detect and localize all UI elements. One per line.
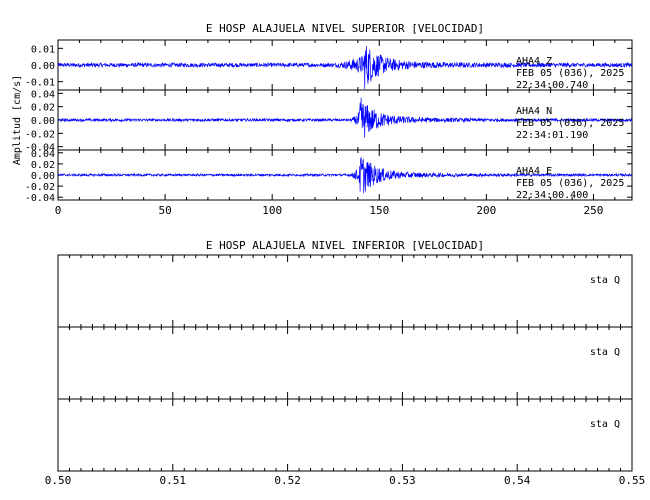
time-label: 22:34:00.740	[516, 80, 588, 91]
waveform-trace	[57, 45, 633, 89]
x-tick-label: 250	[584, 204, 604, 217]
x-tick-label: 0.55	[619, 474, 646, 487]
x-tick-label: 50	[158, 204, 171, 217]
panel-frame	[57, 326, 633, 400]
date-label: FEB 05 (036), 2025	[516, 118, 624, 129]
y-tick-label: 0.02	[31, 160, 55, 171]
top-chart-title: E HOSP ALAJUELA NIVEL SUPERIOR [VELOCIDA…	[206, 22, 484, 35]
x-tick-label: 0.51	[160, 474, 187, 487]
x-tick-label: 0.52	[274, 474, 301, 487]
x-tick-label: 0.50	[45, 474, 72, 487]
channel-label: AHA4 E	[516, 166, 552, 177]
y-tick-label: -0.02	[25, 182, 55, 193]
station-label: sta Q	[590, 419, 620, 430]
station-label: sta Q	[590, 347, 620, 358]
x-tick-label: 200	[476, 204, 496, 217]
bottom-panel-1: sta Q	[57, 254, 633, 328]
bottom-chart-title: E HOSP ALAJUELA NIVEL INFERIOR [VELOCIDA…	[206, 239, 484, 252]
y-tick-label: -0.01	[25, 78, 55, 89]
y-tick-label: 0.00	[31, 171, 55, 182]
y-tick-label: 0.04	[31, 149, 55, 160]
y-tick-label: -0.02	[25, 129, 55, 140]
waveform-trace	[57, 97, 633, 138]
time-label: 22:34:00.400	[516, 190, 588, 201]
time-label: 22:34:01.190	[516, 130, 588, 141]
x-tick-label: 0	[55, 204, 62, 217]
y-tick-label: 0.04	[31, 89, 55, 100]
y-tick-label: -0.04	[25, 143, 55, 154]
station-label: sta Q	[590, 275, 620, 286]
y-tick-label: -0.04	[25, 193, 55, 204]
y-tick-label: 0.00	[31, 116, 55, 127]
date-label: FEB 05 (036), 2025	[516, 178, 624, 189]
waveform-trace	[57, 157, 633, 194]
bottom-panel-2: sta Q	[57, 326, 633, 400]
x-tick-label: 0.54	[504, 474, 531, 487]
x-tick-label: 100	[262, 204, 282, 217]
bottom-panel-3: sta Q	[57, 398, 633, 472]
y-tick-label: 0.01	[31, 44, 55, 55]
panel-frame	[57, 398, 633, 472]
y-tick-label: 0.02	[31, 103, 55, 114]
x-tick-label: 150	[369, 204, 389, 217]
channel-label: AHA4 Z	[516, 56, 552, 67]
panel-frame	[57, 254, 633, 328]
channel-label: AHA4 N	[516, 106, 552, 117]
x-tick-label: 0.53	[389, 474, 416, 487]
top-y-axis-label: Amplitud [cm/s]	[12, 75, 23, 165]
date-label: FEB 05 (036), 2025	[516, 68, 624, 79]
y-tick-label: 0.00	[31, 61, 55, 72]
